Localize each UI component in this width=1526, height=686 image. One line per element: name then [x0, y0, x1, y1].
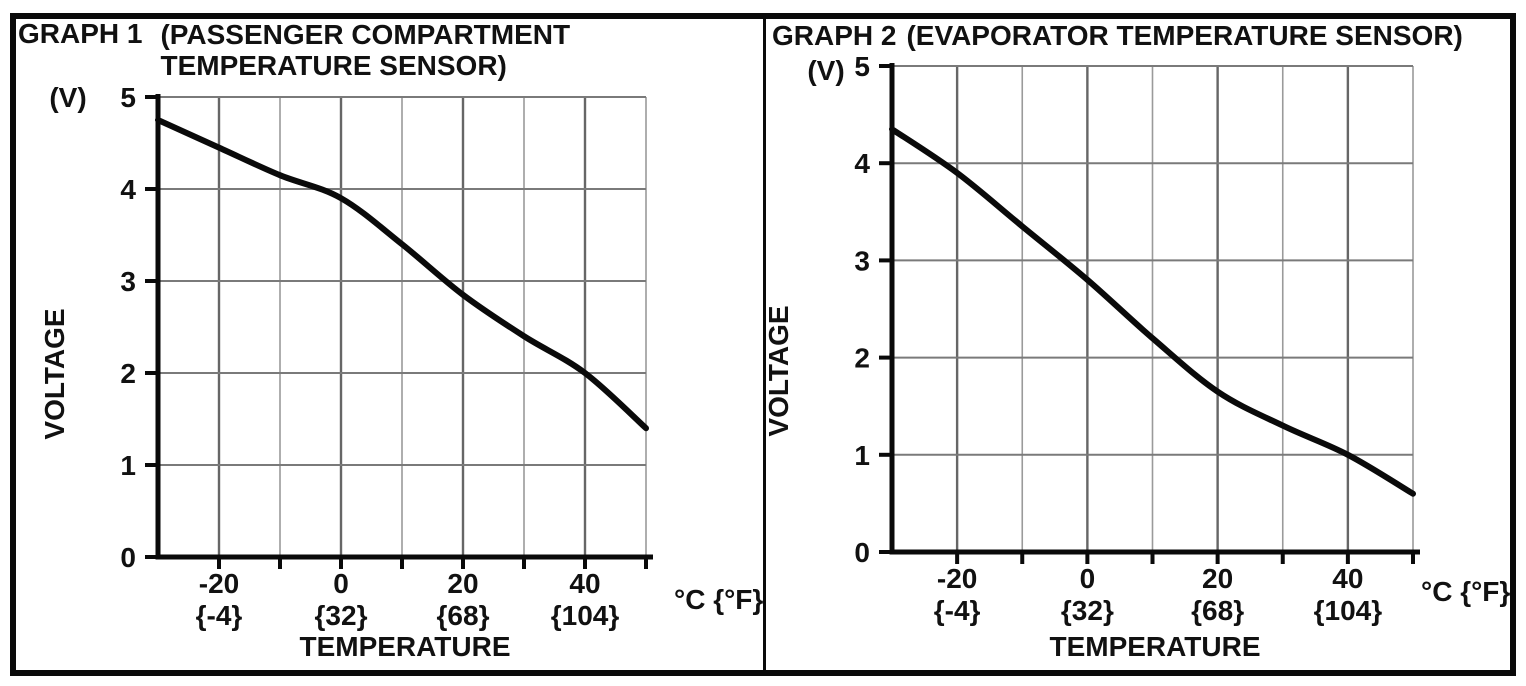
graph1-header: GRAPH 1 (PASSENGER COMPARTMENT TEMPERATU… [18, 18, 570, 82]
y-tick-label: 2 [854, 343, 870, 374]
x-tick-label-celsius: -20 [937, 563, 977, 594]
x-tick-label-fahrenheit: {32} [1061, 595, 1114, 626]
x-axis-unit-label: °C {°F} [1421, 576, 1510, 607]
y-tick-label: 4 [120, 174, 136, 205]
graph2-axes [879, 63, 1420, 564]
graph2-title: (EVAPORATOR TEMPERATURE SENSOR) [906, 20, 1463, 51]
graph2-chart: (V) 543210VOLTAGE-20{-4}0{32}20{68}40{104… [763, 51, 1510, 662]
y-tick-label: 1 [854, 440, 870, 471]
x-tick-label-celsius: -20 [199, 568, 239, 599]
y-tick-label: 1 [120, 450, 136, 481]
x-tick-label-fahrenheit: {68} [437, 600, 490, 631]
x-tick-label-fahrenheit: {32} [315, 600, 368, 631]
x-tick-label-celsius: 40 [1332, 563, 1363, 594]
x-tick-label-fahrenheit: {-4} [934, 595, 981, 626]
graph2-label: GRAPH 2 [772, 20, 897, 51]
y-tick-label: 4 [854, 148, 870, 179]
y-tick-label: 5 [120, 82, 136, 113]
x-tick-label-celsius: 0 [333, 568, 349, 599]
y-tick-label: 2 [120, 358, 136, 389]
x-tick-label-fahrenheit: {-4} [196, 600, 243, 631]
graph2-grid [892, 65, 1414, 552]
graph1-grid [158, 96, 647, 557]
panel-divider [763, 13, 766, 676]
graph1-chart: (V) 543210VOLTAGE-20{-4}0{32}20{68}40{104… [39, 82, 763, 662]
graph1-title-line2: TEMPERATURE SENSOR) [160, 50, 507, 82]
graph1-labels: (V) 543210VOLTAGE-20{-4}0{32}20{68}40{104… [39, 82, 763, 662]
y-tick-label: 0 [854, 537, 870, 568]
x-axis-title: TEMPERATURE [1049, 631, 1260, 662]
x-tick-label-fahrenheit: {104} [1314, 595, 1383, 626]
y-axis-unit-label: (V) [807, 55, 844, 86]
graph1-title-line1: (PASSENGER COMPARTMENT [160, 19, 571, 50]
x-axis-unit-label: °C {°F} [674, 584, 763, 615]
graph1-axes [145, 94, 653, 569]
x-tick-label-celsius: 20 [1202, 563, 1233, 594]
x-tick-label-celsius: 40 [569, 568, 600, 599]
y-tick-label: 0 [120, 542, 136, 573]
y-tick-label: 5 [854, 51, 870, 82]
x-tick-label-celsius: 0 [1080, 563, 1096, 594]
graph1-curve [155, 117, 649, 432]
x-tick-label-fahrenheit: {68} [1191, 595, 1244, 626]
y-axis-unit-label: (V) [49, 82, 86, 113]
graph2-curve [889, 126, 1416, 497]
y-axis-title: VOLTAGE [763, 305, 794, 436]
y-axis-title: VOLTAGE [39, 308, 70, 439]
x-axis-title: TEMPERATURE [299, 631, 510, 662]
x-tick-label-celsius: 20 [447, 568, 478, 599]
y-tick-label: 3 [120, 266, 136, 297]
x-tick-label-fahrenheit: {104} [551, 600, 620, 631]
graph2-labels: (V) 543210VOLTAGE-20{-4}0{32}20{68}40{104… [763, 51, 1510, 662]
graph1-label: GRAPH 1 [18, 18, 143, 49]
y-tick-label: 3 [854, 245, 870, 276]
graph2-header: GRAPH 2 (EVAPORATOR TEMPERATURE SENSOR) [772, 20, 1463, 52]
graph1-title: (PASSENGER COMPARTMENT TEMPERATURE SENSO… [160, 19, 570, 82]
